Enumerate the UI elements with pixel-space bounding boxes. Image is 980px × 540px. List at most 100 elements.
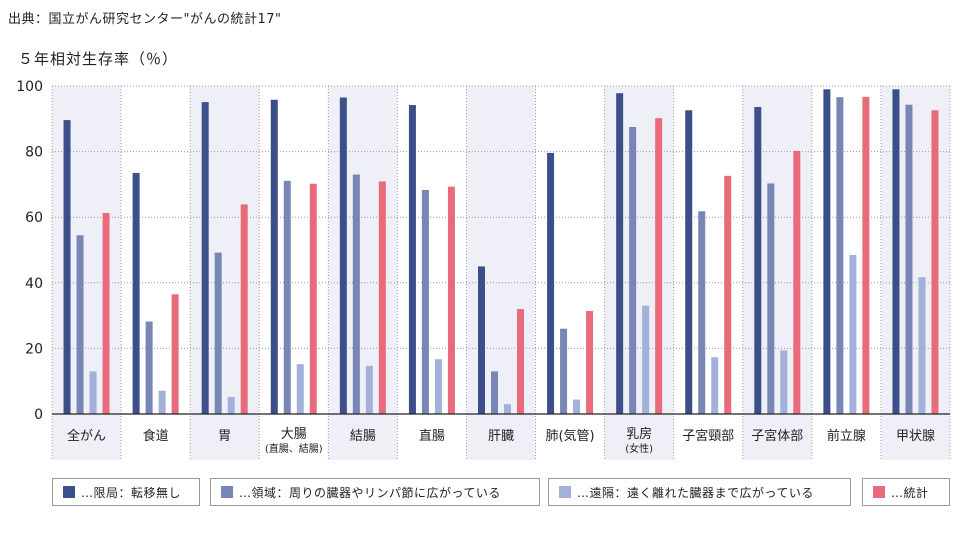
bar: [586, 311, 594, 414]
bar: [227, 396, 235, 414]
x-tick-label: 直腸: [419, 429, 445, 444]
legend-item-distant: …遠隔：遠く離れた臓器まで広がっている: [548, 478, 851, 506]
category-band: [328, 86, 398, 414]
x-tick-label: 乳房: [626, 426, 652, 442]
x-tick-label: 全がん: [67, 428, 106, 444]
bar: [365, 365, 373, 414]
bar: [309, 183, 317, 414]
bar: [862, 96, 870, 414]
bar: [283, 180, 291, 414]
category-band: [742, 86, 812, 414]
bar: [698, 211, 706, 414]
legend-label-total: …統計: [891, 485, 929, 500]
bar: [145, 321, 153, 414]
y-tick-label: 0: [34, 407, 43, 423]
category-band: [466, 86, 536, 414]
bar: [685, 110, 693, 414]
legend-item-regional: …領域：周りの臓器やリンパ節に広がっている: [210, 478, 540, 506]
bar: [214, 252, 222, 414]
bar: [491, 371, 498, 414]
bar: [517, 309, 524, 414]
bar: [754, 106, 762, 414]
category-band: [604, 86, 674, 414]
bar: [478, 266, 485, 414]
bar: [836, 97, 844, 414]
bar: [918, 277, 926, 414]
bar: [158, 390, 166, 414]
bar: [616, 93, 624, 414]
x-tick-sublabel: (女性): [625, 442, 653, 455]
legend-swatch-local: [63, 486, 75, 498]
bar: [767, 183, 775, 414]
legend-label-distant: …遠隔：遠く離れた臓器まで広がっている: [577, 485, 814, 500]
x-tick-label: 胃: [218, 429, 231, 444]
bar: [89, 371, 97, 414]
bar: [339, 97, 347, 414]
bar: [102, 212, 110, 414]
bar: [296, 364, 304, 414]
x-tick-label: 甲状腺: [896, 429, 935, 444]
bar: [892, 89, 900, 414]
bar: [201, 102, 209, 415]
bar: [793, 150, 801, 414]
bar: [240, 204, 248, 414]
y-tick-label: 40: [25, 276, 43, 292]
category-label-band: [52, 414, 122, 460]
x-tick-label: 子宮体部: [751, 428, 803, 444]
legend-item-total: …統計: [862, 478, 950, 506]
category-label-band: [328, 414, 398, 460]
bar: [76, 235, 84, 414]
bar: [931, 110, 939, 414]
x-tick-label: 前立腺: [827, 428, 866, 444]
bar: [63, 120, 71, 414]
bar: [270, 99, 278, 414]
bar: [849, 254, 857, 414]
bar: [711, 357, 719, 414]
legend-swatch-regional: [221, 486, 233, 498]
y-axis-title: ５年相対生存率（％）: [18, 50, 179, 68]
legend-label-local: …限局：転移無し: [81, 485, 182, 500]
bar: [132, 172, 140, 414]
y-tick-label: 100: [16, 79, 43, 95]
bar: [352, 174, 360, 414]
bar: [378, 181, 386, 414]
legend-label-regional: …領域：周りの臓器やリンパ節に広がっている: [239, 485, 501, 500]
x-tick-label: 肺(気管): [545, 428, 594, 444]
bar: [642, 305, 650, 414]
bar: [724, 175, 732, 414]
category-label-band: [880, 414, 950, 460]
bar: [434, 359, 442, 414]
category-band: [880, 86, 950, 414]
y-tick-label: 80: [25, 145, 43, 161]
y-tick-label: 60: [25, 210, 43, 226]
bar: [629, 127, 637, 414]
source-caption: 出典：国立がん研究センター"がんの統計17": [8, 12, 282, 27]
category-band: [190, 86, 260, 414]
legend-item-local: …限局：転移無し: [52, 478, 200, 506]
bar: [905, 104, 913, 415]
x-tick-label: 結腸: [350, 429, 376, 444]
category-label-band: [466, 414, 536, 460]
legend-swatch-distant: [559, 486, 571, 498]
bar: [573, 399, 581, 414]
bar: [560, 328, 568, 414]
bar: [504, 404, 511, 414]
bar: [655, 118, 663, 415]
bar: [780, 350, 788, 414]
category-label-band: [190, 414, 260, 460]
x-tick-label: 大腸: [281, 427, 307, 442]
bar: [547, 152, 555, 415]
bar: [421, 189, 429, 414]
category-label-band: [742, 414, 812, 460]
bar: [823, 89, 831, 414]
legend-swatch-total: [873, 486, 885, 498]
bar: [171, 294, 179, 414]
x-tick-sublabel: (直腸、結腸): [265, 442, 323, 455]
bar: [408, 105, 416, 415]
category-label-band: [604, 414, 674, 460]
x-tick-label: 子宮頸部: [682, 428, 734, 444]
y-tick-label: 20: [25, 341, 43, 357]
x-tick-label: 食道: [143, 428, 169, 444]
bar: [447, 186, 455, 414]
